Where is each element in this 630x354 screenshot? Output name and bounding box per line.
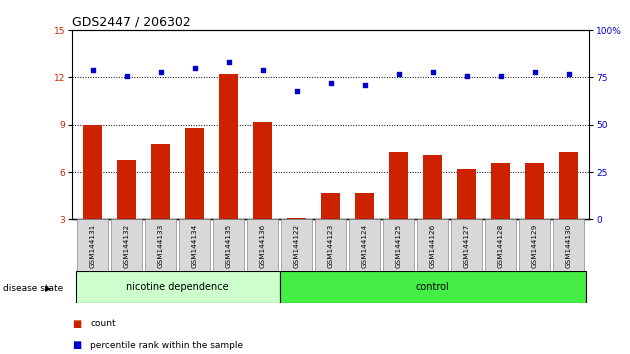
- Bar: [525, 162, 544, 219]
- Text: GSM144126: GSM144126: [430, 224, 436, 268]
- Bar: [389, 152, 408, 219]
- Bar: [76, 271, 280, 303]
- Bar: [213, 219, 244, 271]
- Bar: [451, 219, 483, 271]
- Text: GSM144131: GSM144131: [90, 224, 96, 268]
- Point: [292, 88, 302, 93]
- Point: [462, 73, 472, 78]
- Text: nicotine dependence: nicotine dependence: [127, 282, 229, 292]
- Bar: [77, 219, 108, 271]
- Text: ▶: ▶: [45, 284, 52, 293]
- Text: ■: ■: [72, 319, 82, 329]
- Bar: [315, 219, 346, 271]
- Bar: [253, 122, 272, 219]
- Bar: [349, 219, 381, 271]
- Point: [224, 59, 234, 65]
- Bar: [553, 219, 584, 271]
- Point: [258, 67, 268, 73]
- Text: GSM144129: GSM144129: [532, 224, 537, 268]
- Bar: [280, 271, 586, 303]
- Bar: [145, 219, 176, 271]
- Bar: [185, 128, 204, 219]
- Point: [428, 69, 438, 75]
- Text: ■: ■: [72, 340, 82, 350]
- Text: GSM144122: GSM144122: [294, 224, 300, 268]
- Bar: [423, 155, 442, 219]
- Text: GSM144130: GSM144130: [566, 224, 571, 268]
- Point: [496, 73, 506, 78]
- Text: disease state: disease state: [3, 284, 64, 293]
- Point: [88, 67, 98, 73]
- Text: control: control: [416, 282, 450, 292]
- Bar: [219, 74, 238, 219]
- Point: [394, 71, 404, 76]
- Point: [564, 71, 574, 76]
- Text: count: count: [90, 319, 116, 329]
- Bar: [321, 193, 340, 219]
- Point: [360, 82, 370, 88]
- Bar: [383, 219, 415, 271]
- Text: percentile rank within the sample: percentile rank within the sample: [90, 341, 243, 350]
- Point: [530, 69, 540, 75]
- Text: GSM144132: GSM144132: [124, 224, 130, 268]
- Bar: [117, 160, 136, 219]
- Bar: [84, 125, 102, 219]
- Point: [122, 73, 132, 78]
- Text: GDS2447 / 206302: GDS2447 / 206302: [72, 16, 191, 29]
- Bar: [417, 219, 449, 271]
- Bar: [457, 169, 476, 219]
- Bar: [355, 193, 374, 219]
- Text: GSM144127: GSM144127: [464, 224, 470, 268]
- Bar: [519, 219, 551, 271]
- Bar: [281, 219, 312, 271]
- Text: GSM144134: GSM144134: [192, 224, 198, 268]
- Text: GSM144123: GSM144123: [328, 224, 334, 268]
- Text: GSM144125: GSM144125: [396, 224, 402, 268]
- Text: GSM144128: GSM144128: [498, 224, 503, 268]
- Point: [190, 65, 200, 71]
- Text: GSM144135: GSM144135: [226, 224, 232, 268]
- Bar: [485, 219, 517, 271]
- Bar: [179, 219, 210, 271]
- Text: GSM144136: GSM144136: [260, 224, 266, 268]
- Bar: [111, 219, 142, 271]
- Bar: [559, 152, 578, 219]
- Bar: [151, 144, 170, 219]
- Point: [156, 69, 166, 75]
- Bar: [247, 219, 278, 271]
- Bar: [287, 218, 306, 219]
- Text: GSM144124: GSM144124: [362, 224, 368, 268]
- Bar: [491, 162, 510, 219]
- Text: GSM144133: GSM144133: [158, 224, 164, 268]
- Point: [326, 80, 336, 86]
